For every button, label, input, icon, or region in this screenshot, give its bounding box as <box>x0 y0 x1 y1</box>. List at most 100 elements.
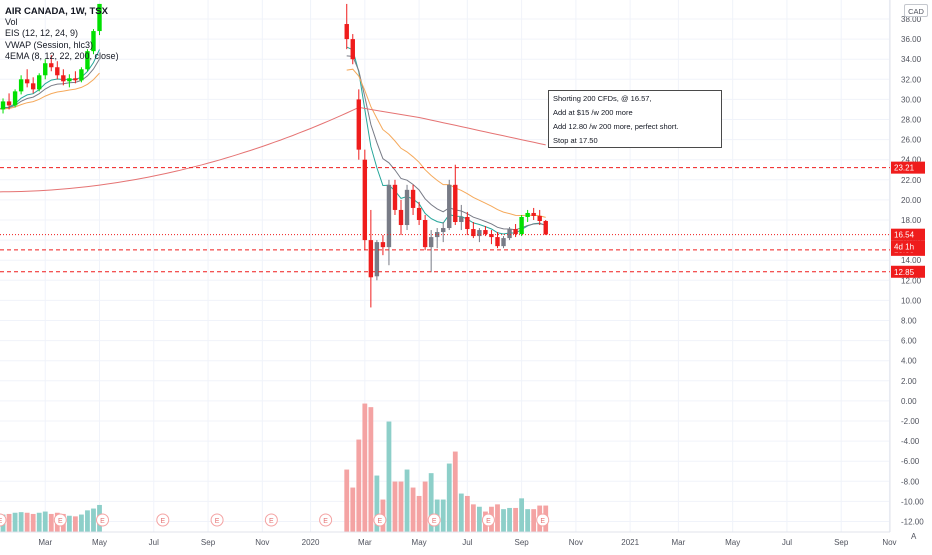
earnings-marker-icon[interactable] <box>264 513 278 527</box>
indicator-4ema[interactable]: 4EMA (8, 12, 22, 200, close) <box>5 50 119 61</box>
x-tick-label: May <box>412 538 427 547</box>
volume-bar <box>72 516 78 532</box>
y-tick-label: 28.00 <box>901 116 922 125</box>
candle-body <box>49 63 54 68</box>
volume-bar <box>477 506 482 532</box>
ema-22-line-2019 <box>0 72 100 110</box>
x-tick-label: Jul <box>782 538 792 547</box>
currency-badge[interactable]: CAD <box>904 4 928 17</box>
volume-bar <box>91 508 96 532</box>
y-tick-label: 32.00 <box>901 75 922 84</box>
earnings-marker-icon[interactable] <box>156 513 170 527</box>
volume-bar <box>374 475 380 532</box>
volume-bar <box>350 487 356 532</box>
candle-body <box>537 215 542 222</box>
candle-body <box>85 51 90 70</box>
x-tick-label: May <box>725 538 740 547</box>
candle-body <box>350 39 355 60</box>
y-tick-label: -2.00 <box>901 417 920 426</box>
y-tick-label: 8.00 <box>901 317 917 326</box>
ema-8-line-2020 <box>346 46 546 235</box>
volume-bar <box>422 481 428 532</box>
candle-body <box>344 24 349 40</box>
volume-bar <box>428 473 434 532</box>
symbol-title[interactable]: AIR CANADA, 1W, TSX <box>5 6 108 17</box>
earnings-marker-label: E <box>58 518 63 525</box>
x-tick-label: Jul <box>462 538 472 547</box>
candle-body <box>24 79 30 84</box>
volume-bar <box>416 495 422 532</box>
earnings-marker-icon[interactable] <box>319 513 333 527</box>
earnings-marker-label: E <box>0 518 3 525</box>
candle-body <box>465 216 470 230</box>
x-tick-label: May <box>92 538 107 547</box>
y-tick-label: 0.00 <box>901 397 917 406</box>
earnings-marker-icon[interactable] <box>53 513 67 527</box>
x-tick-label: Sep <box>514 538 529 547</box>
candle-body <box>392 184 398 210</box>
earnings-marker-icon[interactable] <box>210 513 224 527</box>
y-tick-label: -8.00 <box>901 477 920 486</box>
price-level-label-bg <box>891 265 925 278</box>
y-tick-label: 14.00 <box>901 256 922 265</box>
indicator-vwap[interactable]: VWAP (Session, hlc3) <box>5 39 94 50</box>
earnings-marker-label: E <box>100 518 105 525</box>
candle-body <box>356 99 361 150</box>
candle-body <box>471 229 476 237</box>
x-tick-label: Mar <box>358 538 372 547</box>
x-tick-label: 2021 <box>621 538 639 547</box>
y-tick-label: 34.00 <box>901 55 922 64</box>
candle-body <box>434 232 440 238</box>
y-tick-label: 18.00 <box>901 216 922 225</box>
volume-bar <box>404 469 410 532</box>
candle-body <box>0 101 6 110</box>
candle-body <box>61 75 66 82</box>
earnings-marker-icon[interactable] <box>373 513 387 527</box>
candle-body <box>453 184 458 223</box>
candle-body <box>483 230 488 235</box>
x-tick-label: Nov <box>882 538 896 547</box>
volume-bar <box>386 421 392 532</box>
earnings-marker-icon[interactable] <box>96 513 110 527</box>
y-tick-label: 26.00 <box>901 136 922 145</box>
candle-body <box>37 75 42 90</box>
candle-body <box>12 91 18 106</box>
indicator-eis[interactable]: EIS (12, 12, 24, 9) <box>5 28 79 39</box>
candle-body <box>386 184 392 248</box>
volume-bar <box>30 513 36 532</box>
volume-bar <box>356 439 362 532</box>
candle-body <box>97 3 102 32</box>
y-tick-label: -12.00 <box>901 518 924 527</box>
y-tick-label: 30.00 <box>901 95 922 104</box>
candle-body <box>495 237 500 247</box>
candle-body <box>477 230 482 237</box>
candle-body <box>6 101 12 106</box>
candle-body <box>489 234 494 238</box>
earnings-marker-icon[interactable] <box>0 513 7 527</box>
earnings-marker-icon[interactable] <box>481 513 495 527</box>
candle-body <box>55 67 60 76</box>
earnings-marker-label: E <box>378 518 383 525</box>
earnings-marker-label: E <box>269 518 274 525</box>
auto-scale-toggle[interactable]: A <box>911 532 917 541</box>
candle-body <box>441 228 446 233</box>
y-tick-label: 36.00 <box>901 35 922 44</box>
y-tick-label: 24.00 <box>901 156 922 165</box>
price-level-label-bg <box>891 228 925 241</box>
candle-body <box>67 78 72 82</box>
volume-bar <box>458 493 464 532</box>
indicator-volume[interactable]: Vol <box>5 17 18 28</box>
y-tick-label: 12.00 <box>901 276 922 285</box>
earnings-marker-icon[interactable] <box>536 513 550 527</box>
volume-bar <box>519 498 525 532</box>
y-tick-label: 4.00 <box>901 357 917 366</box>
y-tick-label: 38.00 <box>901 15 922 24</box>
earnings-marker-label: E <box>486 518 491 525</box>
x-tick-label: Mar <box>671 538 685 547</box>
earnings-marker-label: E <box>160 518 165 525</box>
candle-body <box>519 216 524 235</box>
trade-note-box[interactable]: Shorting 200 CFDs, @ 16.57, Add at $15 /… <box>548 90 722 148</box>
earnings-marker-icon[interactable] <box>427 513 441 527</box>
